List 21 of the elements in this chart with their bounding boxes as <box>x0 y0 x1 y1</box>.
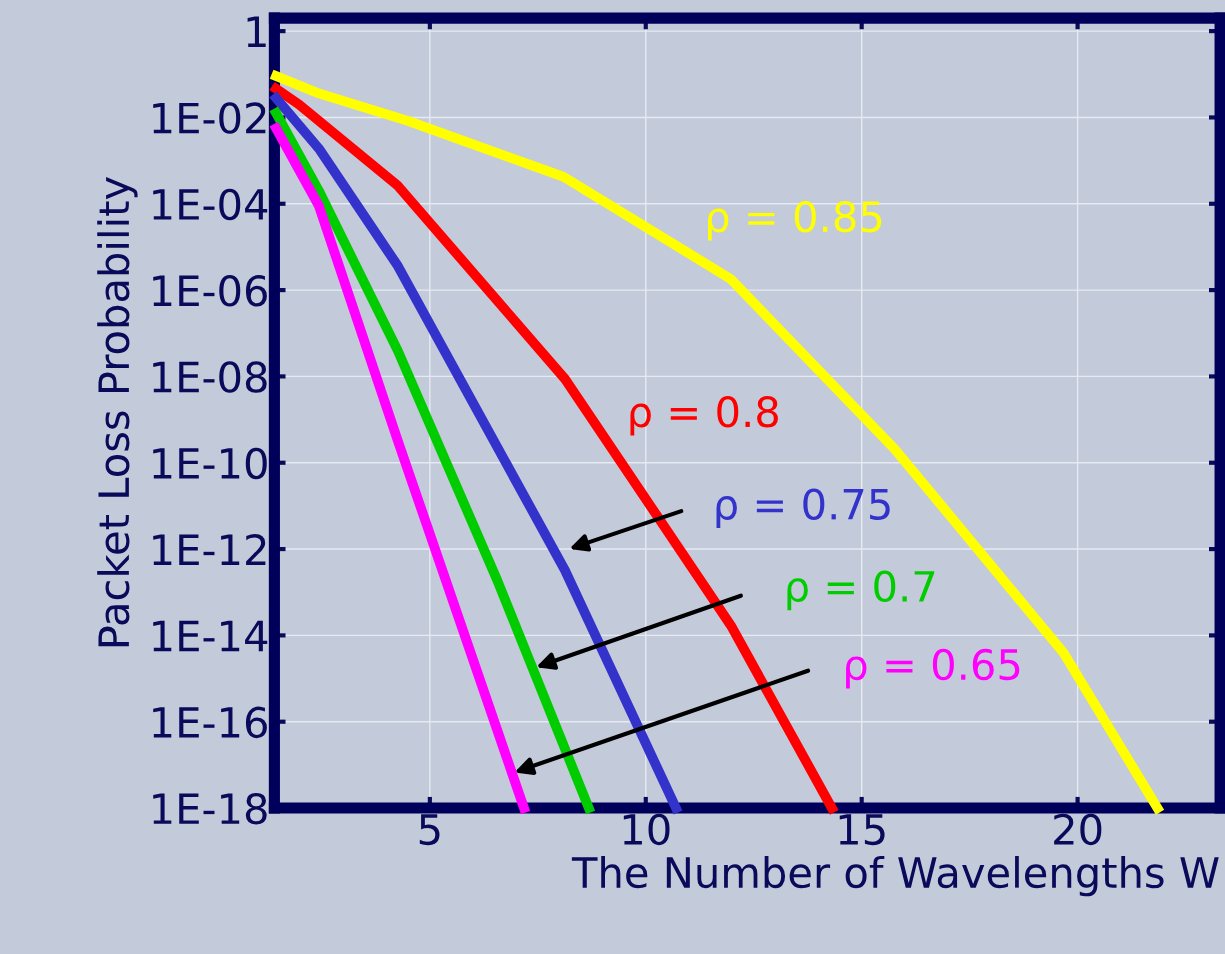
x-axis-title: The Number of Wavelengths W <box>571 856 1219 897</box>
y-tick-label: 1E-06 <box>153 275 267 307</box>
y-tick-label: 1 <box>247 16 266 47</box>
x-tick-label: 20 <box>1054 813 1102 846</box>
y-tick-label: 1E-14 <box>153 620 268 652</box>
text: ρ = 0.7 <box>787 570 935 611</box>
x-tick-label: 10 <box>623 813 670 846</box>
x-tick-label: 5 <box>419 814 440 846</box>
y-axis-title: Packet Loss Probability <box>97 177 138 647</box>
y-tick-label: 1E-12 <box>153 533 266 565</box>
series-label: ρ = 0.8 <box>630 396 778 436</box>
y-tick-label: 1E-10 <box>153 447 267 480</box>
y-tick-label: 1E-04 <box>153 188 268 221</box>
text: ρ = 0.65 <box>846 648 1020 689</box>
text: ρ = 0.75 <box>716 488 890 529</box>
x-tick-label: 15 <box>839 814 885 846</box>
y-tick-label: 1E-18 <box>153 792 267 825</box>
y-tick-label: 1E-08 <box>153 361 267 393</box>
series-label: ρ = 0.85 <box>708 200 882 241</box>
y-tick-label: 1E-16 <box>153 706 267 739</box>
y-tick-label: 1E-02 <box>153 102 266 134</box>
